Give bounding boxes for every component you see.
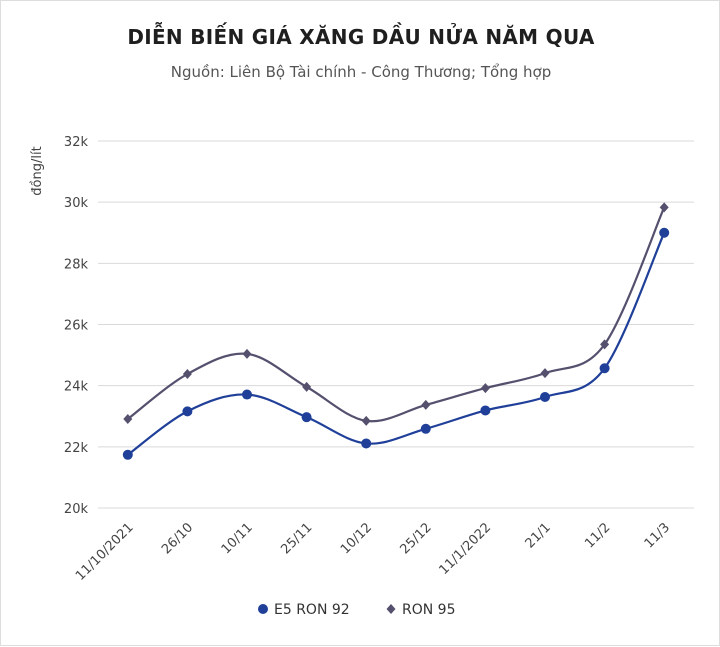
data-point: [361, 415, 371, 426]
y-tick-label: 28k: [64, 257, 89, 272]
data-point: [540, 391, 550, 402]
x-tick-label: 11/2: [582, 520, 613, 551]
legend-label: E5 RON 92: [274, 602, 350, 618]
data-point: [242, 348, 252, 359]
series-line: [127, 206, 666, 423]
x-tick-label: 25/11: [278, 520, 315, 557]
y-axis-label: đồng/lít: [30, 146, 45, 195]
y-tick-label: 22k: [64, 441, 89, 456]
data-point: [122, 449, 133, 460]
data-point: [480, 405, 491, 416]
y-tick-label: 30k: [64, 196, 89, 211]
data-point: [540, 368, 550, 379]
x-tick-label: 25/12: [398, 520, 435, 557]
data-point: [242, 389, 252, 400]
chart-title: DIỄN BIẾN GIÁ XĂNG DẦU NỬA NĂM QUA: [127, 25, 595, 49]
data-point: [659, 202, 669, 213]
data-point: [302, 381, 312, 392]
y-tick-label: 32k: [64, 135, 89, 150]
chart-subtitle: Nguồn: Liên Bộ Tài chính - Công Thương; …: [170, 63, 552, 81]
x-tick-label: 21/1: [523, 520, 554, 551]
data-point: [182, 406, 193, 417]
data-point: [182, 369, 192, 380]
data-point: [600, 339, 610, 350]
legend-label: RON 95: [402, 602, 455, 618]
x-tick-label: 10/12: [338, 520, 375, 557]
y-tick-label: 26k: [64, 319, 89, 334]
data-point: [123, 414, 133, 425]
data-point: [301, 412, 312, 423]
x-tick-label: 10/11: [219, 520, 256, 557]
series-line: [127, 232, 666, 456]
data-point: [659, 227, 670, 238]
data-point: [420, 423, 431, 434]
x-tick-label: 26/10: [159, 520, 196, 557]
y-tick-label: 24k: [64, 380, 89, 395]
data-point: [421, 399, 431, 410]
x-tick-label: 11/3: [642, 520, 673, 551]
data-point: [599, 363, 610, 374]
y-tick-label: 20k: [64, 502, 89, 517]
x-tick-label: 11/10/2021: [73, 520, 137, 584]
legend-marker: [258, 604, 268, 614]
data-point: [480, 383, 490, 394]
data-point: [361, 438, 372, 449]
x-tick-label: 11/1/2022: [436, 520, 494, 578]
legend-marker: [386, 604, 396, 614]
